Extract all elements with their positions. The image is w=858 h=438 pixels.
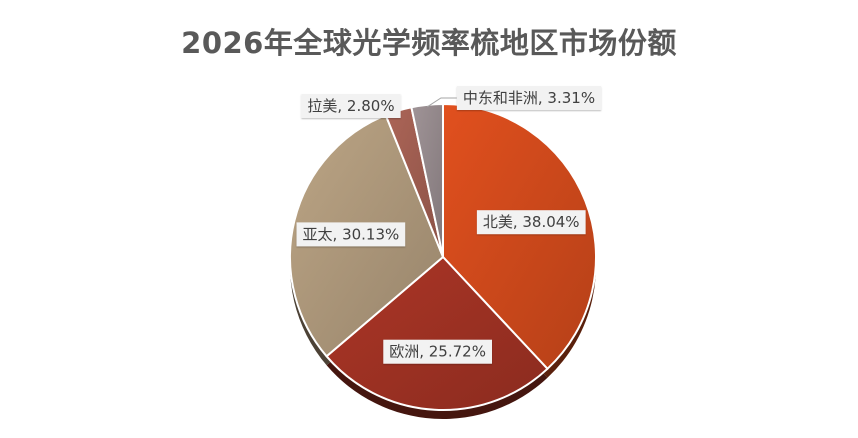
data-label-text: 拉美, 2.80%	[307, 97, 394, 115]
data-label-text: 北美, 38.04%	[483, 213, 580, 231]
data-label-text: 欧洲, 25.72%	[389, 343, 486, 361]
pie-slices	[289, 103, 597, 411]
data-label-欧洲: 欧洲, 25.72%	[383, 339, 492, 364]
chart-title: 2026年全球光学频率梳地区市场份额	[181, 26, 677, 60]
data-label-box	[476, 210, 586, 235]
data-label-box	[383, 339, 492, 364]
data-labels: 北美, 38.04% 欧洲, 25.72% 亚太, 30.13% 拉美, 2.80% 中…	[296, 86, 602, 364]
pie-slice-北美	[442, 103, 597, 370]
data-label-亚太: 亚太, 30.13%	[296, 222, 406, 247]
data-label-text: 亚太, 30.13%	[303, 225, 400, 243]
data-label-中东和非洲: 中东和非洲, 3.31%	[456, 86, 602, 110]
data-label-box	[301, 94, 401, 118]
leader-lines	[427, 97, 457, 108]
data-label-box	[456, 86, 602, 110]
pie-slice-欧洲	[325, 256, 549, 411]
leader-line-中东和非洲	[427, 97, 457, 108]
data-label-box	[296, 222, 406, 247]
data-label-北美: 北美, 38.04%	[476, 210, 586, 235]
data-label-text: 中东和非洲, 3.31%	[463, 89, 595, 107]
pie-slice-中东和非洲	[410, 103, 444, 258]
data-label-拉美: 拉美, 2.80%	[301, 94, 401, 118]
